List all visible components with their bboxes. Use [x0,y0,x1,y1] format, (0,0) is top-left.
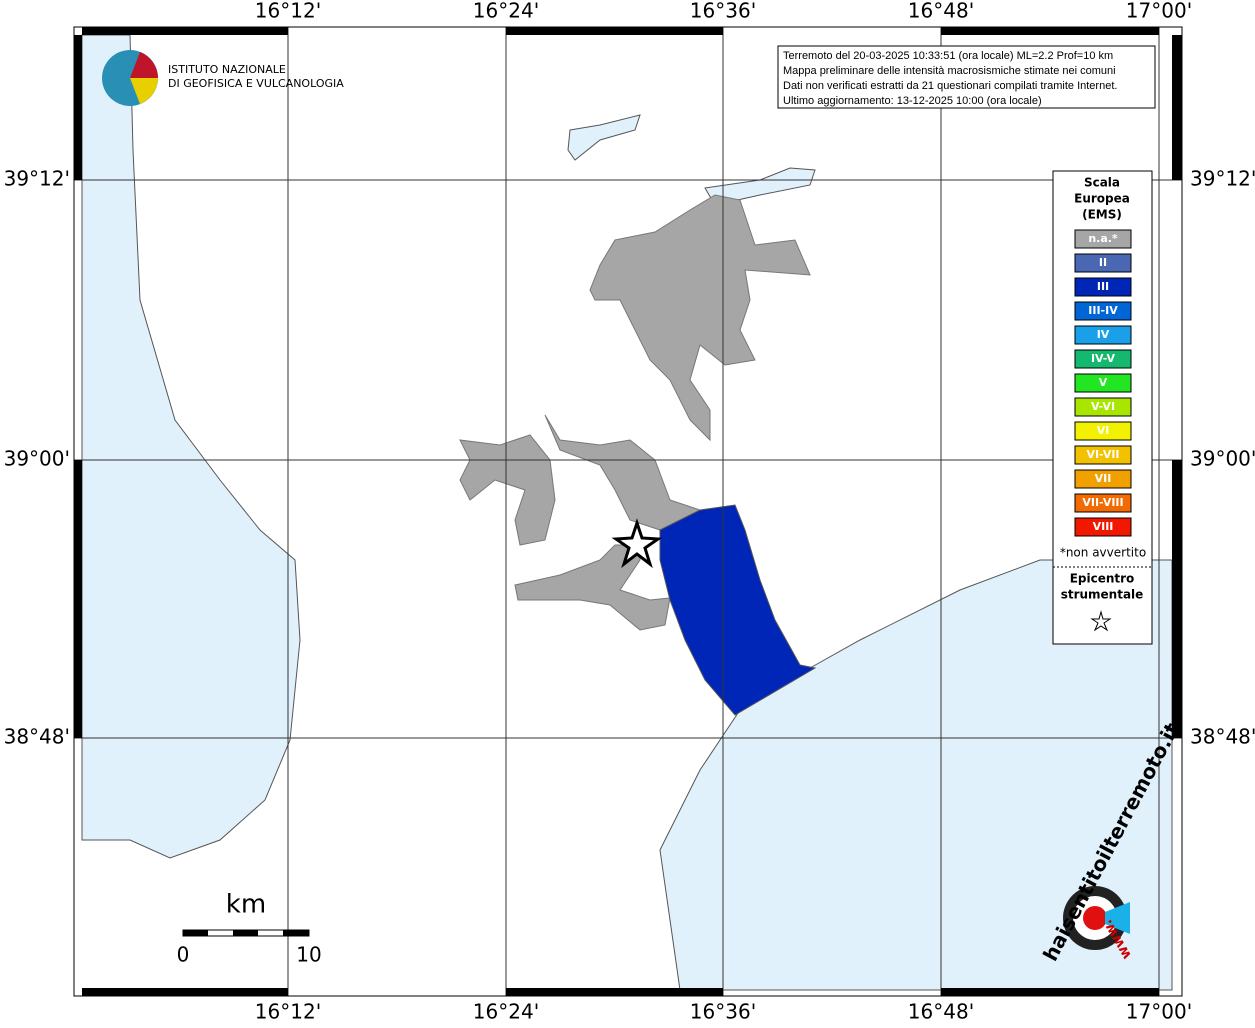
legend-label: III-IV [1088,304,1118,317]
lon-label: 16°48' [908,0,974,23]
lon-label: 16°36' [690,0,756,23]
legend-swatch [1074,517,1132,537]
legend-label: n.a.* [1088,232,1118,245]
legend-swatch [1074,469,1132,489]
logo-text: DI GEOFISICA E VULCANOLOGIA [168,77,344,90]
info-line: Mappa preliminare delle intensità macros… [783,65,1116,77]
lon-label: 17°00' [1126,0,1192,23]
lon-label: 16°36' [690,1000,756,1024]
legend-swatch [1074,421,1132,441]
frame [73,26,1183,997]
legend-swatch [1074,349,1132,369]
legend-swatch [1074,229,1132,249]
lat-label: 39°00' [4,447,70,471]
ingv-logo [130,52,158,78]
lon-label: 16°48' [908,1000,974,1024]
legend-epicenter: strumentale [1061,588,1144,602]
lat-label: 38°48' [4,725,70,749]
sea [81,34,301,859]
info-line: Terremoto del 20-03-2025 10:33:51 (ora l… [783,50,1113,62]
legend-swatch [1074,301,1132,321]
legend-label: IV-V [1091,352,1116,365]
legend-label: VI [1097,424,1110,437]
epicenter [611,518,663,569]
legend-title: (EMS) [1082,208,1122,222]
legend-label: VII-VIII [1082,496,1123,509]
legend-label: VIII [1093,520,1114,533]
legend-title: Scala [1084,176,1120,190]
legend-star [1090,610,1112,632]
logo-text: ISTITUTO NAZIONALE [168,63,286,76]
lat-label: 39°12' [4,167,70,191]
legend-swatch [1074,325,1132,345]
lat-label: 39°12' [1190,167,1255,191]
legend-label: VI-VII [1086,448,1119,461]
info-line: Ultimo aggiornamento: 13-12-2025 10:00 (… [783,95,1042,107]
legend-label: V [1099,376,1108,389]
legend-title: Europea [1074,192,1130,206]
legend-label: IV [1097,328,1110,341]
legend-label: III [1097,280,1109,293]
lon-label: 17°00' [1126,1000,1192,1024]
legend-swatch [1074,493,1132,513]
lon-label: 16°12' [255,0,321,23]
legend-swatch [1074,277,1132,297]
scale-unit: km [226,890,266,920]
lat-label: 39°00' [1190,447,1255,471]
ingv-logo [130,78,158,104]
legend-swatch [1074,253,1132,273]
lat-label: 38°48' [1190,725,1255,749]
info-box [777,45,1156,109]
scale-label: 10 [296,943,321,967]
lon-label: 16°24' [473,1000,539,1024]
scale-label: 0 [177,943,190,967]
region-iii [659,504,817,716]
badge [1083,906,1107,930]
region [589,194,811,442]
legend-swatch [1074,397,1132,417]
legend-label: V-VI [1091,400,1115,413]
legend-swatch [1074,373,1132,393]
badge [1105,902,1130,934]
legend-epicenter: Epicentro [1070,572,1135,586]
legend-note: *non avvertito [1060,546,1146,560]
lon-label: 16°24' [473,0,539,23]
info-line: Dati non verificati estratti da 21 quest… [783,80,1117,92]
legend-swatch [1074,445,1132,465]
graticule [74,27,1182,996]
lake [567,114,641,161]
legend-label: VII [1095,472,1112,485]
scale-bar [182,929,310,937]
legend-label: II [1099,256,1107,269]
lon-label: 16°12' [255,1000,321,1024]
